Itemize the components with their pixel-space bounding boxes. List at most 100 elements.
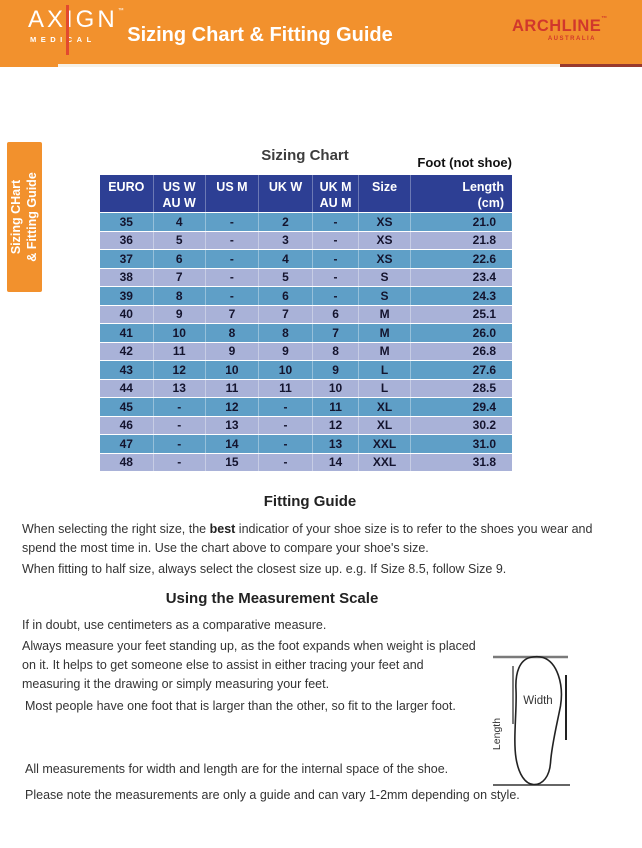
table-cell: - [259,398,313,416]
column-header: EURO [100,175,154,212]
measurement-scale-heading: Using the Measurement Scale [165,590,379,607]
table-cell: 11 [205,379,259,397]
table-cell: 7 [312,324,360,342]
table-cell: 30.2 [411,416,512,434]
table-cell: - [312,250,360,268]
table-row: 44 13 11 11 10 L 28.5 [100,379,512,397]
axign-logo-subtext: MEDICAL [30,35,96,45]
table-cell: 26.0 [411,324,512,342]
measurement-paragraph-3: Most people have one foot that is larger… [25,699,456,713]
table-cell: 10 [205,361,259,379]
table-cell: - [312,231,360,249]
table-cell: 5 [153,231,206,249]
table-cell: 6 [259,287,313,305]
table-cell: 41 [100,324,154,342]
table-row: 41 10 8 8 7 M 26.0 [100,324,512,342]
table-cell: 44 [100,379,154,397]
table-row: 39 8-6- S 24.3 [100,287,512,305]
table-cell: 14 [312,453,360,471]
table-cell: XXL [359,453,412,471]
table-cell: 3 [259,231,313,249]
table-cell: - [259,453,313,471]
bold-word: best [209,522,236,536]
table-cell: 38 [100,268,154,286]
archline-logo-subtext: AUSTRALIA [547,35,596,42]
table-row: 45-12-11 XL 29.4 [100,398,512,416]
archline-trademark: ™ [601,16,608,22]
header-bar: AXIGN™ MEDICAL Sizing Chart & Fitting Gu… [0,0,642,64]
table-cell: 22.6 [411,250,512,268]
column-header: UK W [259,175,313,212]
table-cell: 11 [259,379,313,397]
table-cell: M [359,342,412,360]
page-title: Sizing Chart & Fitting Guide [127,24,393,46]
table-cell: 2 [259,213,313,231]
axign-logo-text: AXIGN™ [28,6,127,33]
table-row: 42 11 9 9 8 M 26.8 [100,342,512,360]
table-cell: L [359,361,412,379]
table-row: 38 7-5- S 23.4 [100,268,512,286]
table-row: 43 12 10 10 9 L 27.6 [100,361,512,379]
table-cell: 5 [259,268,313,286]
column-header: US W AU W [153,175,206,212]
sizing-table: EURO US W AU W US M UK W UK M AU M Size Length (c… [100,174,512,472]
table-cell: 27.6 [411,361,512,379]
table-cell: 11 [153,342,206,360]
table-cell: 12 [153,361,206,379]
foot-outline [514,655,563,786]
table-cell: 8 [259,324,313,342]
table-cell: 26.8 [411,342,512,360]
axign-logo: AXIGN™ MEDICAL [28,5,127,55]
table-cell: L [359,379,412,397]
table-cell: 48 [100,453,154,471]
table-cell: 10 [153,324,206,342]
table-cell: 9 [259,342,313,360]
table-cell: 29.4 [411,398,512,416]
table-row: 37 6-4- XS 22.6 [100,250,512,268]
fitting-guide-paragraph-1: When selecting the right size, the best … [22,522,593,555]
table-cell: 43 [100,361,154,379]
measurement-paragraph-2: Always measure your feet standing up, as… [22,639,476,691]
table-cell: 42 [100,342,154,360]
table-cell: 8 [205,324,259,342]
table-cell: - [153,435,206,453]
table-cell: 45 [100,398,154,416]
table-cell: XXL [359,435,412,453]
table-cell: - [153,453,206,471]
table-cell: 23.4 [411,268,512,286]
table-cell: 9 [205,342,259,360]
table-cell: 8 [312,342,360,360]
table-row: 46-13-12 XL 30.2 [100,416,512,434]
table-cell: 24.3 [411,287,512,305]
table-cell: 9 [153,305,206,323]
header-rule-orange-segment [0,64,58,67]
table-cell: - [205,231,259,249]
table-cell: S [359,268,412,286]
table-cell: 6 [312,305,360,323]
header-row: EURO US W AU W US M UK W UK M AU M Size Length (c… [100,175,512,212]
diagram-width-label: Width [523,695,552,707]
table-cell: S [359,287,412,305]
table-cell: 7 [259,305,313,323]
table-cell: 13 [153,379,206,397]
foot-measurement-diagram: Width Length [491,655,570,786]
table-cell: 4 [259,250,313,268]
table-cell: 7 [153,268,206,286]
table-cell: 15 [205,453,259,471]
archline-logo-text: ARCHLINE™ [512,16,608,35]
axign-logo-line [66,5,69,55]
table-cell: XS [359,213,412,231]
table-cell: - [205,213,259,231]
table-cell: 37 [100,250,154,268]
table-cell: 6 [153,250,206,268]
table-cell: 31.0 [411,435,512,453]
table-cell: - [205,250,259,268]
sizing-table-header: EURO US W AU W US M UK W UK M AU M Size Length (c… [100,175,512,212]
measurement-paragraph-5: Please note the measurements are only a … [25,788,520,802]
fitting-guide-heading: Fitting Guide [263,493,357,510]
table-cell: - [205,287,259,305]
table-cell: 13 [205,416,259,434]
table-cell: 21.8 [411,231,512,249]
table-cell: 12 [205,398,259,416]
table-cell: - [312,213,360,231]
